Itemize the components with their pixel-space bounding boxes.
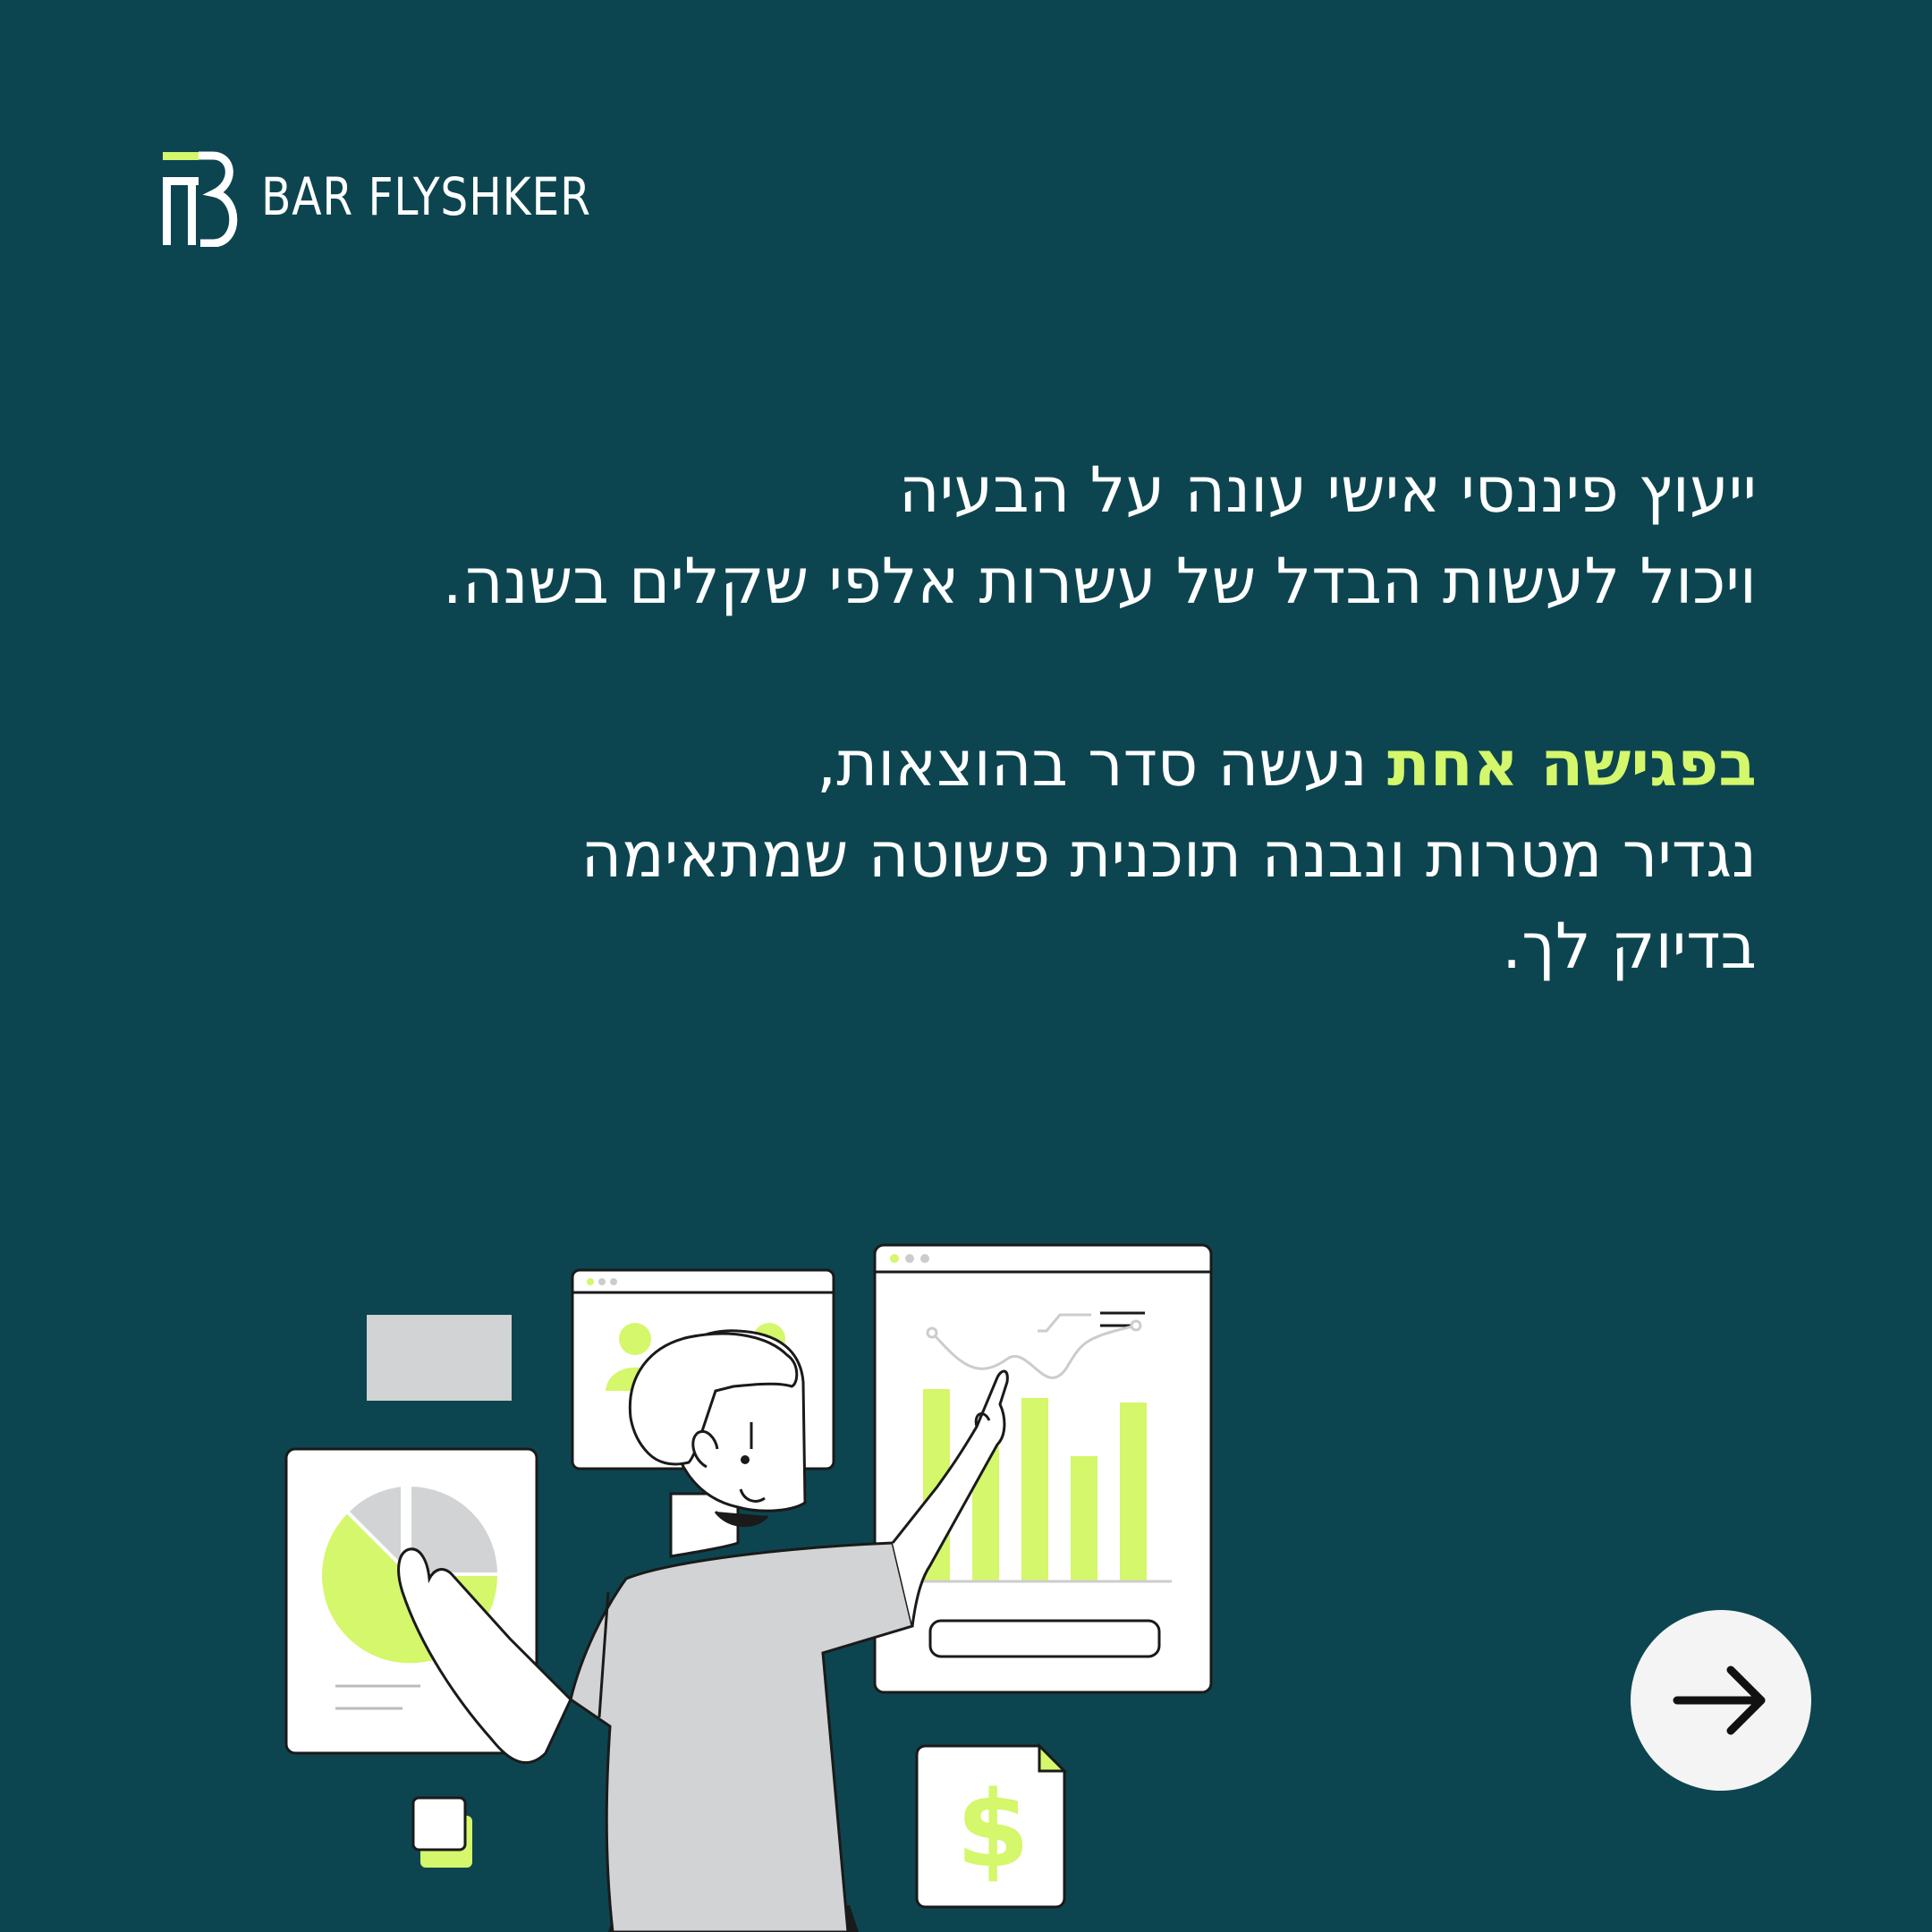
man-pointing-figure [397, 1329, 1009, 1932]
message-line-1: ייעוץ פיננסי אישי עונה על הבעיה [898, 453, 1757, 527]
message-line-3: בפגישה אחת נעשה סדר בהוצאות, [281, 718, 1757, 809]
gray-block [367, 1315, 512, 1401]
message-line-5: בדיוק לך. [1502, 910, 1757, 983]
dollar-document-icon: $ [915, 1742, 1068, 1909]
bar-chart-card-icon [873, 1243, 1213, 1694]
next-button[interactable] [1631, 1610, 1811, 1791]
small-square-front [411, 1796, 467, 1852]
dollar-symbol: $ [956, 1767, 1030, 1891]
brand-name: BAR FLYSHKER [261, 166, 591, 227]
message-line-3-rest: נעשה סדר בהוצאות, [816, 727, 1387, 801]
arrow-right-icon [1673, 1665, 1766, 1735]
highlight-text: בפגישה אחת [1386, 727, 1757, 801]
message-line-4: נגדיר מטרות ונבנה תוכנית פשוטה שמתאימה [580, 818, 1757, 892]
message-line-2: ויכול לעשות הבדל של עשרות אלפי שקלים בשנ… [442, 545, 1757, 618]
financial-illustration: $ [284, 1243, 1213, 1932]
fb-monogram-logo [163, 151, 238, 247]
brand-logo: BAR FLYSHKER [161, 150, 590, 249]
main-message: ייעוץ פיננסי אישי עונה על הבעיה ויכול לע… [281, 445, 1757, 992]
